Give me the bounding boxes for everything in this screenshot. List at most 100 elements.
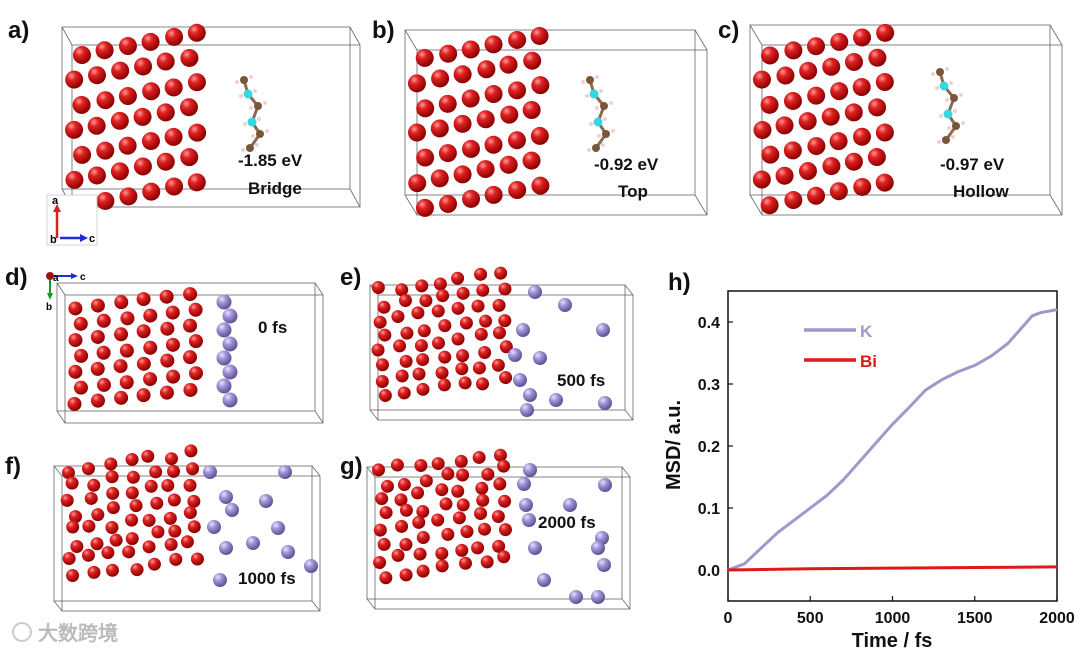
bi-atom: [119, 187, 138, 206]
hydrogen-atom: [961, 121, 965, 125]
bi-atom: [476, 493, 490, 507]
bi-atom: [87, 565, 101, 579]
bi-atom: [371, 463, 385, 477]
bi-atom: [431, 457, 445, 471]
bi-atom: [806, 37, 825, 56]
bi-atom: [497, 550, 511, 564]
bi-atom: [783, 141, 802, 160]
bi-atom: [143, 340, 158, 355]
bi-atom: [484, 35, 503, 54]
axis-c-label-2: c: [80, 272, 86, 283]
bi-atom: [66, 569, 80, 583]
bi-atom: [438, 94, 457, 113]
cell-edge: [53, 600, 63, 612]
bi-atom: [166, 369, 181, 384]
bi-atom: [460, 525, 474, 539]
bi-atom: [760, 46, 779, 65]
bi-atom: [471, 299, 485, 313]
k-atom: [203, 465, 217, 479]
k-atom: [216, 322, 232, 338]
bi-atom: [415, 48, 434, 67]
bi-atom: [484, 85, 503, 104]
hydrogen-atom: [951, 135, 955, 139]
y-tick-label: 0.2: [698, 439, 720, 456]
bi-atom: [499, 371, 513, 385]
bi-atom: [478, 346, 492, 360]
bi-atom: [530, 126, 549, 145]
bi-atom: [179, 98, 198, 117]
bi-atom: [412, 515, 426, 529]
bi-atom: [474, 267, 488, 281]
bi-atom: [395, 369, 409, 383]
bi-atom: [822, 57, 841, 76]
axis-b-label-2: b: [46, 302, 52, 313]
cell-back-face: [53, 465, 313, 602]
x-tick-label: 2000: [1039, 610, 1075, 627]
watermark: 大数跨境: [38, 621, 118, 645]
k-atom: [216, 294, 232, 310]
bi-atom: [65, 70, 84, 89]
bi-atom: [110, 111, 129, 130]
bi-atom: [461, 89, 480, 108]
bi-atom: [167, 464, 181, 478]
axis-indicator-acb: a c b: [46, 272, 86, 313]
bi-atom: [168, 524, 182, 538]
bi-atom: [845, 52, 864, 71]
legend-label-bi: Bi: [860, 352, 877, 371]
bi-atom: [441, 527, 455, 541]
bi-atom: [163, 511, 177, 525]
bi-atom: [73, 380, 88, 395]
bi-atom: [87, 166, 106, 185]
bi-atom: [508, 81, 527, 100]
bi-atom: [65, 170, 84, 189]
bi-atom: [451, 271, 465, 285]
series-line-bi: [727, 565, 1058, 572]
site-a: Bridge: [248, 179, 302, 198]
bi-atom: [68, 333, 83, 348]
carbon-atom: [952, 122, 960, 130]
k-atom: [597, 558, 611, 572]
energy-b: -0.92 eV: [594, 155, 659, 174]
hydrogen-atom: [257, 117, 261, 121]
bi-atom: [798, 112, 817, 131]
bi-atom: [65, 120, 84, 139]
bi-atom: [143, 308, 158, 323]
bi-atom: [416, 99, 435, 118]
bi-atom: [451, 332, 465, 346]
hydrogen-atom: [589, 122, 593, 126]
bi-atom: [476, 377, 490, 391]
cell-edge: [749, 194, 763, 216]
bi-atom: [875, 73, 894, 92]
cell-front-face: [404, 29, 696, 196]
bi-atom: [439, 44, 458, 63]
bi-atom: [439, 497, 453, 511]
cell-edge: [61, 26, 73, 46]
bi-atom: [439, 194, 458, 213]
bi-atom: [799, 61, 818, 80]
bi-atom: [188, 334, 203, 349]
bi-atom: [876, 23, 895, 42]
bi-atom: [399, 503, 413, 517]
bi-atom: [456, 498, 470, 512]
k-atom: [533, 351, 547, 365]
bi-atom: [87, 116, 106, 135]
cell-front-face: [749, 24, 1051, 196]
bi-atom: [461, 40, 480, 59]
bi-atom: [390, 458, 404, 472]
bi-atom: [90, 298, 105, 313]
hydrogen-atom: [241, 148, 245, 152]
hydrogen-atom: [263, 101, 267, 105]
bi-atom: [126, 470, 140, 484]
bi-atom: [164, 78, 183, 97]
site-c: Hollow: [953, 182, 1009, 201]
bi-atom: [458, 376, 472, 390]
bi-atom: [119, 375, 134, 390]
bi-atom: [395, 519, 409, 533]
bi-atom: [188, 302, 203, 317]
bi-atom: [807, 186, 826, 205]
bi-atom: [378, 328, 392, 342]
bi-atom: [141, 32, 160, 51]
bi-atom: [96, 377, 111, 392]
bi-atom: [66, 520, 80, 534]
